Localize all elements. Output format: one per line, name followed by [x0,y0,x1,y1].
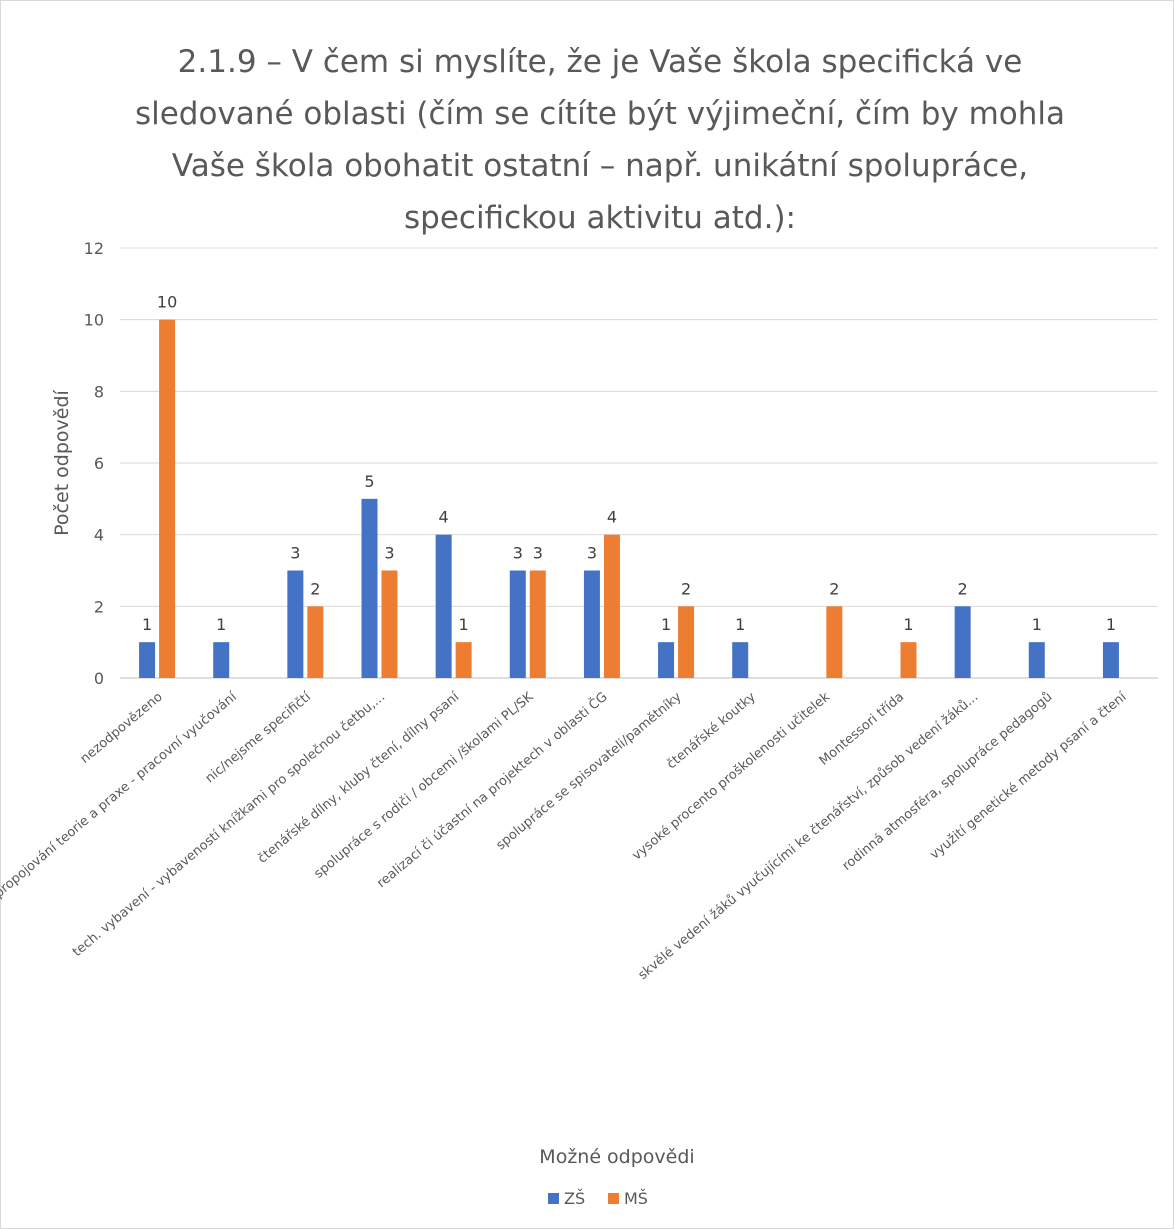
bar-zs [583,570,600,678]
y-tick-label: 12 [84,239,104,258]
chart-title-line: specifickou aktivitu atd.): [404,200,796,236]
bar-zs [213,642,230,678]
legend: ZŠ MŠ [548,1189,648,1208]
bar-zs [509,570,526,678]
bar-ms [159,319,176,678]
bar-ms [900,642,917,678]
x-axis-title: Možné odpovědi [539,1146,694,1168]
y-tick-label: 10 [84,311,104,330]
bar-ms [529,570,546,678]
data-label: 3 [290,544,300,563]
y-axis-title: Počet odpovědí [51,389,73,535]
legend-swatch [608,1193,619,1204]
data-label: 2 [681,579,691,598]
y-tick-label: 2 [94,597,104,616]
bar-zs [954,606,971,678]
data-label: 2 [310,579,320,598]
data-label: 2 [958,579,968,598]
y-tick-label: 6 [94,454,104,473]
chart-title-line: sledované oblasti (čím se cítíte být výj… [134,96,1066,132]
bar-ms [678,606,695,678]
bars [139,319,1119,678]
legend-label: ZŠ [564,1189,585,1208]
data-label: 2 [829,579,839,598]
bar-zs [287,570,304,678]
data-label: 3 [513,544,523,563]
data-label: 10 [157,293,177,312]
bar-ms [826,606,843,678]
y-tick-label: 4 [94,526,104,545]
bar-zs [1028,642,1045,678]
legend-swatch [548,1193,559,1204]
data-label: 1 [1032,615,1042,634]
data-label: 5 [364,472,374,491]
data-label: 3 [587,544,597,563]
bar-zs [658,642,675,678]
y-tick-label: 0 [94,669,104,688]
data-label: 3 [384,544,394,563]
bar-zs [732,642,749,678]
data-label: 4 [439,508,449,527]
bar-ms [381,570,398,678]
data-label: 1 [661,615,671,634]
chart-title: 2.1.9 – V čem si myslíte, že je Vaše ško… [100,36,1100,244]
data-label: 3 [533,544,543,563]
chart-title-line: 2.1.9 – V čem si myslíte, že je Vaše ško… [177,44,1023,80]
bar-ms [455,642,472,678]
data-label: 1 [903,615,913,634]
bar-zs [435,534,452,678]
bar-zs [361,498,378,678]
gridlines [120,247,1158,679]
bar-zs [139,642,156,678]
x-tick-label: skvělé vedení žáků vyučujícími ke čtenář… [636,690,982,983]
bar-ms [603,534,620,678]
bar-zs [1102,642,1119,678]
legend-label: MŠ [624,1189,648,1208]
y-tick-label: 8 [94,382,104,401]
data-label: 4 [607,508,617,527]
data-label: 1 [459,615,469,634]
data-label: 1 [216,615,226,634]
bar-ms [307,606,324,678]
y-axis-ticks: 0 2 4 6 8 10 12 [84,239,104,688]
data-label: 1 [735,615,745,634]
chart-title-line: Vaše škola obohatit ostatní – např. unik… [171,148,1029,184]
data-label: 1 [142,615,152,634]
data-label: 1 [1106,615,1116,634]
